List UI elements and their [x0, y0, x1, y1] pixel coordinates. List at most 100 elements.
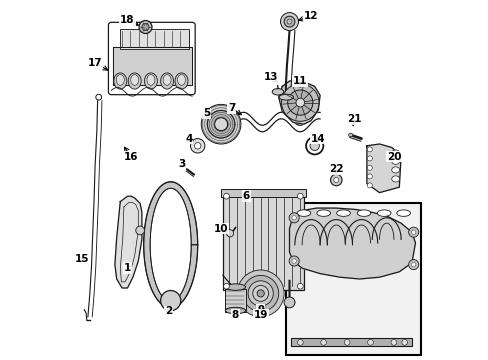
Circle shape	[284, 16, 294, 27]
Polygon shape	[113, 47, 192, 85]
Polygon shape	[143, 182, 197, 308]
Circle shape	[190, 139, 204, 153]
Bar	[291, 338, 411, 346]
Ellipse shape	[146, 75, 155, 85]
Ellipse shape	[348, 133, 352, 137]
Circle shape	[142, 23, 149, 31]
Text: 7: 7	[228, 103, 235, 113]
Ellipse shape	[296, 210, 310, 216]
Circle shape	[297, 283, 303, 289]
Circle shape	[242, 275, 278, 311]
Circle shape	[333, 177, 338, 183]
Circle shape	[367, 339, 373, 345]
Circle shape	[305, 137, 323, 154]
Ellipse shape	[336, 210, 349, 216]
Bar	[223, 193, 303, 290]
Ellipse shape	[114, 73, 126, 89]
Circle shape	[344, 339, 349, 345]
Ellipse shape	[396, 210, 409, 216]
Ellipse shape	[316, 210, 330, 216]
Text: 8: 8	[231, 310, 239, 320]
Circle shape	[252, 285, 268, 301]
Text: 20: 20	[386, 152, 400, 162]
Ellipse shape	[175, 73, 187, 89]
Ellipse shape	[160, 73, 173, 89]
Text: 14: 14	[310, 134, 325, 144]
Circle shape	[366, 156, 371, 161]
Circle shape	[287, 90, 312, 115]
Circle shape	[257, 290, 264, 297]
Circle shape	[411, 230, 415, 234]
Circle shape	[320, 339, 326, 345]
Circle shape	[297, 339, 303, 345]
Polygon shape	[278, 81, 320, 124]
Polygon shape	[115, 196, 142, 288]
Ellipse shape	[391, 167, 399, 173]
Ellipse shape	[144, 73, 157, 89]
Text: 15: 15	[74, 254, 89, 264]
Circle shape	[330, 174, 342, 186]
Circle shape	[284, 297, 294, 308]
Bar	[225, 289, 245, 312]
Ellipse shape	[163, 75, 171, 85]
Ellipse shape	[391, 150, 399, 156]
Text: 12: 12	[303, 11, 318, 21]
Circle shape	[201, 104, 241, 144]
Circle shape	[160, 291, 181, 311]
Circle shape	[286, 19, 291, 24]
Circle shape	[366, 147, 371, 152]
Circle shape	[411, 262, 415, 267]
Circle shape	[408, 260, 418, 270]
Text: 1: 1	[123, 263, 131, 273]
Text: 22: 22	[328, 164, 343, 174]
Circle shape	[280, 13, 298, 31]
Bar	[285, 203, 420, 355]
Circle shape	[281, 84, 318, 121]
Ellipse shape	[391, 158, 399, 164]
Circle shape	[366, 165, 371, 170]
Circle shape	[390, 339, 396, 345]
Circle shape	[291, 259, 296, 263]
Text: 16: 16	[123, 152, 138, 162]
Polygon shape	[289, 208, 415, 279]
Ellipse shape	[116, 75, 124, 85]
Circle shape	[223, 283, 229, 289]
Circle shape	[207, 111, 234, 138]
Ellipse shape	[356, 210, 370, 216]
Text: 18: 18	[120, 15, 135, 25]
Circle shape	[309, 141, 319, 150]
Circle shape	[136, 226, 144, 235]
Ellipse shape	[279, 94, 293, 100]
Circle shape	[288, 256, 299, 266]
Ellipse shape	[128, 73, 141, 89]
Circle shape	[297, 193, 303, 199]
Text: 5: 5	[203, 108, 210, 118]
Circle shape	[408, 227, 418, 237]
Circle shape	[366, 183, 371, 188]
Text: 9: 9	[257, 305, 264, 315]
Ellipse shape	[272, 89, 283, 95]
Bar	[221, 189, 305, 197]
Text: 3: 3	[178, 159, 185, 169]
Circle shape	[214, 118, 227, 131]
Circle shape	[401, 339, 407, 345]
Text: 2: 2	[165, 306, 172, 316]
Ellipse shape	[225, 284, 245, 290]
Circle shape	[295, 98, 304, 107]
Ellipse shape	[225, 307, 245, 314]
Ellipse shape	[377, 210, 390, 216]
Circle shape	[139, 21, 152, 33]
Polygon shape	[120, 29, 188, 49]
Ellipse shape	[391, 176, 399, 182]
Text: 21: 21	[346, 114, 361, 124]
Ellipse shape	[130, 75, 139, 85]
Text: 4: 4	[184, 134, 192, 144]
Circle shape	[291, 216, 296, 220]
Circle shape	[296, 80, 303, 87]
Text: 13: 13	[264, 72, 278, 82]
Circle shape	[237, 270, 284, 317]
Text: 19: 19	[253, 310, 267, 320]
Circle shape	[288, 213, 299, 223]
Ellipse shape	[177, 75, 185, 85]
Circle shape	[247, 281, 273, 306]
